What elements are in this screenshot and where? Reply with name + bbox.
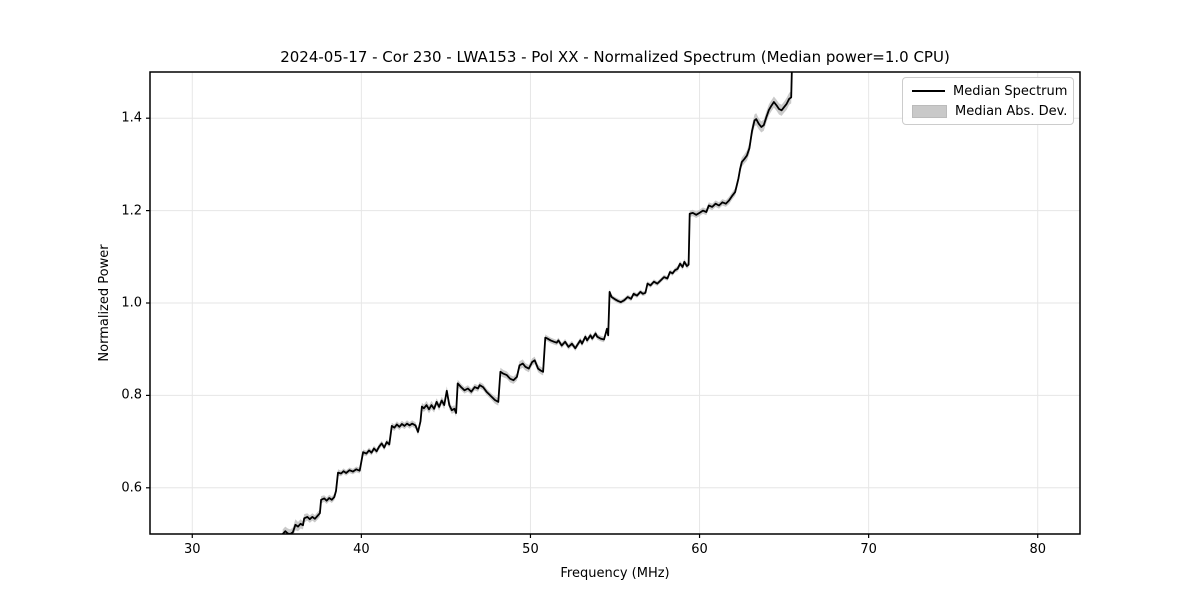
- x-tick-label: 70: [860, 542, 877, 557]
- chart-title: 2024-05-17 - Cor 230 - LWA153 - Pol XX -…: [280, 48, 950, 66]
- patch-swatch-icon: [912, 104, 947, 118]
- grid-lines: [150, 72, 1080, 534]
- median-spectrum-line: [281, 72, 793, 534]
- tick-marks: [146, 117, 1039, 538]
- x-axis-label: Frequency (MHz): [560, 566, 670, 581]
- y-tick-label: 1.2: [121, 203, 142, 219]
- legend-item-median-abs-dev: Median Abs. Dev.: [912, 103, 1068, 119]
- line-swatch-icon: [912, 90, 945, 92]
- legend-box: Median Spectrum Median Abs. Dev.: [902, 77, 1074, 125]
- legend-item-median-spectrum: Median Spectrum: [912, 83, 1068, 99]
- y-tick-label: 1.4: [121, 110, 142, 126]
- y-tick-label: 0.8: [121, 387, 142, 403]
- y-tick-label: 1.0: [121, 295, 142, 311]
- y-tick-label: 0.6: [121, 480, 142, 496]
- x-tick-label: 60: [691, 542, 708, 557]
- x-tick-label: 50: [522, 542, 539, 557]
- x-tick-label: 80: [1029, 542, 1046, 557]
- legend-label: Median Abs. Dev.: [955, 103, 1068, 119]
- x-tick-label: 30: [183, 542, 201, 557]
- legend-label: Median Spectrum: [953, 83, 1068, 99]
- x-tick-label: 40: [353, 542, 370, 557]
- median-abs-dev-band: [282, 72, 792, 534]
